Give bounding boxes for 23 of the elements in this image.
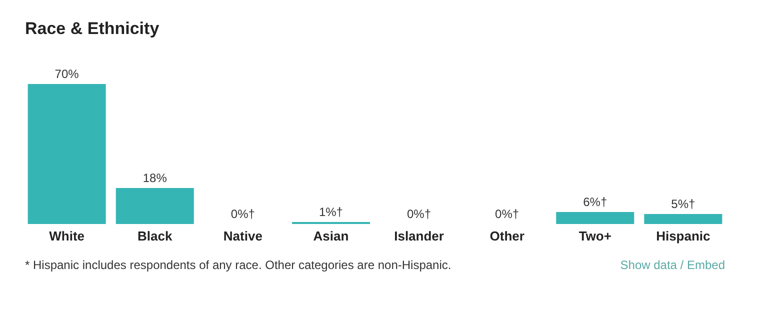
x-tick-label: Other bbox=[490, 228, 524, 244]
data-label: 70% bbox=[54, 67, 80, 81]
text: Show data / Embed bbox=[620, 258, 725, 272]
data-label: 0%† bbox=[495, 207, 520, 221]
data-label: 1%† bbox=[318, 205, 343, 219]
x-tick-label: Islander bbox=[394, 228, 444, 244]
x-tick-label: Native bbox=[223, 228, 262, 244]
chart-title: Race & Ethnicity bbox=[25, 19, 160, 38]
data-label: 0%† bbox=[407, 207, 432, 221]
x-tick-label: Asian bbox=[313, 228, 349, 244]
text: * Hispanic includes respondents of any race. Other categories are non-Hispanic. bbox=[25, 258, 452, 272]
data-label: 6%† bbox=[583, 195, 608, 209]
x-tick-label: Hispanic bbox=[656, 228, 710, 244]
bar bbox=[644, 214, 722, 224]
bar bbox=[28, 84, 106, 224]
bar bbox=[116, 188, 194, 224]
x-tick-label: White bbox=[49, 228, 85, 244]
data-label: 18% bbox=[142, 171, 168, 185]
bar bbox=[556, 212, 634, 224]
x-tick-label: Two+ bbox=[578, 228, 612, 244]
x-tick-label: Black bbox=[138, 228, 173, 244]
data-label: 5%† bbox=[671, 197, 696, 211]
data-label: 0%† bbox=[230, 207, 255, 221]
